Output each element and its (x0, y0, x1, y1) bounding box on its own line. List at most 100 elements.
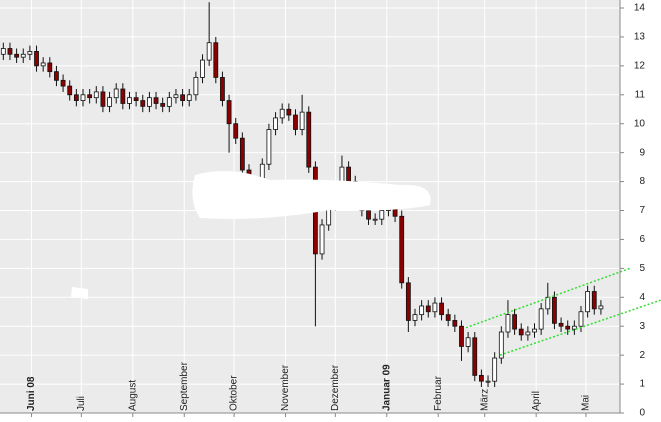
candle-body (127, 97, 132, 104)
candle-body (206, 42, 212, 61)
candle-body (220, 77, 225, 101)
candle-body (160, 103, 166, 107)
y-tick-label: 11 (635, 89, 646, 100)
candle-body (186, 94, 192, 101)
x-tick-label: Juli (76, 396, 87, 411)
candle-body (0, 48, 6, 55)
candle-body (133, 97, 139, 101)
y-tick-label: 3 (639, 321, 645, 332)
candle-body (372, 218, 378, 221)
candle-body (20, 53, 26, 58)
candle-body (412, 314, 418, 321)
redaction (71, 287, 88, 299)
candle-body (200, 59, 205, 78)
candle-body (346, 166, 351, 182)
candle-body (80, 94, 86, 101)
candle-body (538, 308, 544, 330)
candle-body (120, 88, 126, 104)
candle-body (279, 108, 285, 119)
y-tick-label: 5 (639, 263, 645, 274)
overlays (465, 267, 661, 356)
candle-body (565, 325, 571, 330)
candle-body (306, 111, 312, 168)
candle-body (459, 325, 464, 347)
y-tick-label: 0 (639, 408, 645, 419)
x-tick-label: Mai (581, 395, 592, 411)
candle-body (40, 62, 46, 67)
trend-line (465, 267, 631, 329)
candle-body (578, 311, 584, 327)
y-tick-label: 7 (639, 205, 645, 216)
candle-body (545, 296, 551, 310)
x-tick-label: August (127, 380, 138, 411)
trend-line (499, 299, 661, 356)
candle-body (180, 94, 185, 101)
candle-body (286, 108, 292, 116)
x-tick-label: September (179, 361, 190, 411)
candle-body (34, 50, 39, 67)
x-tick-label: Dezember (330, 364, 341, 411)
y-tick-label: 10 (634, 118, 646, 129)
candle-body (140, 100, 146, 107)
candle-body (505, 314, 511, 333)
candle-body (478, 374, 484, 382)
candle-body (166, 97, 172, 107)
candle-body (273, 117, 278, 130)
candle-body (532, 328, 537, 333)
candle-body (67, 85, 73, 96)
y-tick-label: 8 (639, 176, 645, 187)
candle-body (293, 114, 298, 130)
candle-body (233, 123, 239, 139)
x-tick-label: Juni 08 (26, 376, 37, 411)
candle-body (585, 291, 591, 313)
candle-body (226, 100, 232, 125)
candle-body (419, 305, 425, 316)
candle-body (113, 88, 119, 99)
candle-body (558, 322, 564, 327)
y-tick-label: 6 (639, 234, 645, 245)
candle-body (193, 77, 199, 96)
candle-body (27, 50, 33, 55)
x-tick-label: Oktober (229, 375, 240, 411)
candle-body (518, 328, 524, 336)
candle-body (100, 91, 106, 107)
candle-body (93, 91, 99, 99)
candle-body (598, 305, 604, 310)
candle-body (60, 79, 66, 87)
candle-body (439, 302, 444, 316)
x-tick-label: März (479, 389, 490, 411)
candle-body (213, 42, 219, 78)
candle-body (552, 296, 557, 324)
candle-body (591, 291, 597, 310)
candle-body (425, 305, 431, 313)
x-tick-label: November (280, 364, 291, 411)
candle-body (146, 97, 152, 107)
candle-body (405, 282, 411, 321)
y-tick-label: 4 (639, 292, 645, 303)
candle-body (571, 325, 577, 330)
candle-body (465, 337, 471, 347)
redaction (192, 171, 431, 219)
candle-body (299, 111, 305, 130)
candle-body (47, 62, 53, 73)
candle-body (7, 48, 13, 55)
candle-body (399, 215, 405, 284)
candle-body (266, 129, 272, 165)
candle-body (472, 337, 478, 376)
x-tick-label: Januar 09 (381, 364, 392, 411)
candle-body (239, 137, 245, 171)
candle-body (87, 94, 93, 99)
candle-body (432, 302, 438, 313)
candle-body (445, 314, 451, 321)
y-tick-label: 13 (634, 32, 646, 43)
candle-body (525, 331, 531, 336)
candle-body (485, 380, 491, 383)
candle-body (512, 314, 517, 330)
y-tick-label: 9 (639, 147, 645, 158)
x-tick-label: Februar (433, 375, 444, 411)
candle-body (319, 224, 325, 255)
y-tick-label: 1 (639, 379, 645, 390)
candle-body (366, 210, 371, 220)
y-tick-label: 2 (639, 350, 645, 361)
